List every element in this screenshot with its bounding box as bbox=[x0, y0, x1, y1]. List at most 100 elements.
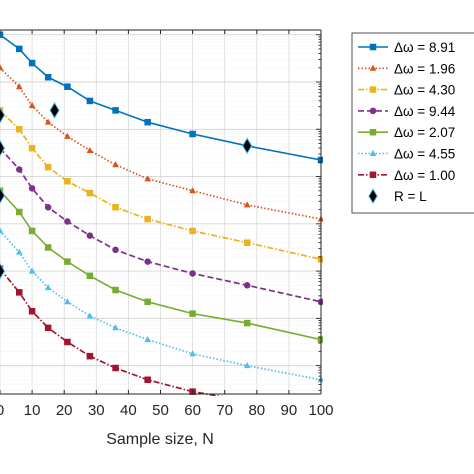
data-point bbox=[243, 319, 251, 327]
legend-marker bbox=[368, 188, 378, 205]
legend-entry: Δω = 9.44 bbox=[358, 104, 456, 119]
data-point bbox=[28, 185, 36, 192]
x-tick-label: 30 bbox=[88, 402, 105, 419]
data-point bbox=[15, 248, 23, 255]
data-point bbox=[64, 218, 71, 225]
legend-label: R = L bbox=[394, 189, 427, 204]
data-point bbox=[64, 178, 71, 185]
data-point bbox=[317, 376, 323, 383]
legend-marker bbox=[369, 128, 377, 136]
legend-entry: R = L bbox=[368, 188, 427, 205]
data-point bbox=[112, 107, 119, 114]
data-point bbox=[144, 258, 151, 265]
data-point bbox=[28, 59, 36, 67]
data-point bbox=[189, 227, 196, 235]
data-point bbox=[144, 215, 151, 223]
data-point bbox=[243, 239, 251, 246]
x-tick-label: 0 bbox=[0, 402, 4, 419]
series-line bbox=[0, 230, 322, 381]
legend: Δω = 8.91 Δω = 1.96 Δω = 4.30 Δω = 9.44 Δω =… bbox=[351, 32, 474, 214]
data-point bbox=[44, 244, 52, 251]
data-point bbox=[189, 310, 196, 317]
data-point bbox=[44, 163, 52, 171]
data-point bbox=[189, 130, 196, 138]
legend-label: Δω = 2.07 bbox=[394, 125, 455, 140]
data-point bbox=[112, 246, 119, 254]
series-6 bbox=[0, 227, 323, 383]
data-point bbox=[44, 118, 52, 125]
x-axis-label: Sample size, N bbox=[106, 431, 214, 448]
series-4 bbox=[0, 144, 323, 306]
legend-label: Δω = 1.96 bbox=[394, 61, 455, 76]
data-point bbox=[243, 282, 251, 289]
data-point bbox=[144, 376, 151, 384]
x-tick-label: 40 bbox=[120, 402, 137, 419]
legend-marker bbox=[369, 149, 377, 156]
x-tick-labels: 0 10 20 30 40 50 60 70 80 90 100 bbox=[0, 402, 334, 419]
r-equals-l-point bbox=[0, 139, 6, 157]
legend-entry: Δω = 2.07 bbox=[358, 125, 455, 140]
legend-entry: Δω = 8.91 bbox=[358, 40, 455, 55]
data-point bbox=[86, 189, 94, 197]
series-1 bbox=[0, 31, 323, 164]
series-3 bbox=[0, 107, 323, 263]
data-point bbox=[317, 298, 323, 306]
legend-marker bbox=[369, 107, 377, 115]
data-point bbox=[86, 272, 94, 280]
data-point bbox=[44, 204, 52, 211]
data-point bbox=[86, 97, 94, 105]
data-point bbox=[144, 118, 151, 126]
legend-entry: Δω = 1.96 bbox=[358, 61, 455, 76]
legend-label: Δω = 4.30 bbox=[394, 83, 455, 98]
data-point bbox=[189, 270, 196, 277]
data-point bbox=[112, 324, 119, 331]
r-equals-l-point bbox=[49, 101, 60, 119]
series-layer bbox=[0, 31, 323, 396]
data-point bbox=[28, 102, 36, 109]
data-point bbox=[16, 208, 23, 216]
x-tick-label: 60 bbox=[184, 402, 201, 419]
data-point bbox=[16, 126, 23, 133]
data-point bbox=[28, 227, 36, 235]
r-equals-l-point bbox=[0, 106, 6, 124]
data-point bbox=[112, 161, 119, 168]
data-point bbox=[189, 350, 196, 357]
r-equals-l-markers bbox=[0, 101, 253, 280]
legend-label: Δω = 9.44 bbox=[394, 104, 456, 119]
data-point bbox=[0, 227, 4, 234]
legend-marker bbox=[369, 171, 377, 179]
data-point bbox=[28, 267, 36, 274]
data-point bbox=[64, 258, 71, 265]
x-tick-label: 10 bbox=[24, 402, 41, 419]
data-point bbox=[0, 31, 4, 38]
data-point bbox=[112, 204, 119, 211]
data-point bbox=[317, 215, 323, 222]
data-point bbox=[64, 338, 71, 346]
data-point bbox=[64, 132, 71, 139]
legend-marker bbox=[369, 86, 377, 93]
legend-label: Δω = 4.55 bbox=[394, 147, 455, 162]
data-point bbox=[16, 289, 23, 296]
r-equals-l-point bbox=[0, 262, 6, 280]
x-tick-label: 80 bbox=[248, 402, 265, 419]
x-tick-label: 90 bbox=[281, 402, 298, 419]
data-point bbox=[86, 232, 94, 239]
data-point bbox=[144, 175, 151, 182]
legend-entry: Δω = 4.30 bbox=[358, 83, 455, 98]
data-point bbox=[64, 298, 71, 305]
data-point bbox=[44, 324, 52, 332]
legend-entry: Δω = 4.55 bbox=[358, 147, 455, 162]
r-equals-l-point bbox=[242, 137, 253, 155]
x-tick-label: 100 bbox=[308, 402, 333, 419]
x-tick-label: 70 bbox=[216, 402, 233, 419]
data-point bbox=[16, 166, 23, 173]
data-point bbox=[144, 336, 151, 343]
data-point bbox=[64, 83, 71, 90]
legend-marker bbox=[369, 43, 377, 51]
data-point bbox=[189, 187, 196, 194]
data-point bbox=[243, 362, 251, 369]
data-point bbox=[86, 312, 94, 319]
data-point bbox=[243, 201, 251, 208]
legend-label: Δω = 1.00 bbox=[394, 168, 455, 183]
